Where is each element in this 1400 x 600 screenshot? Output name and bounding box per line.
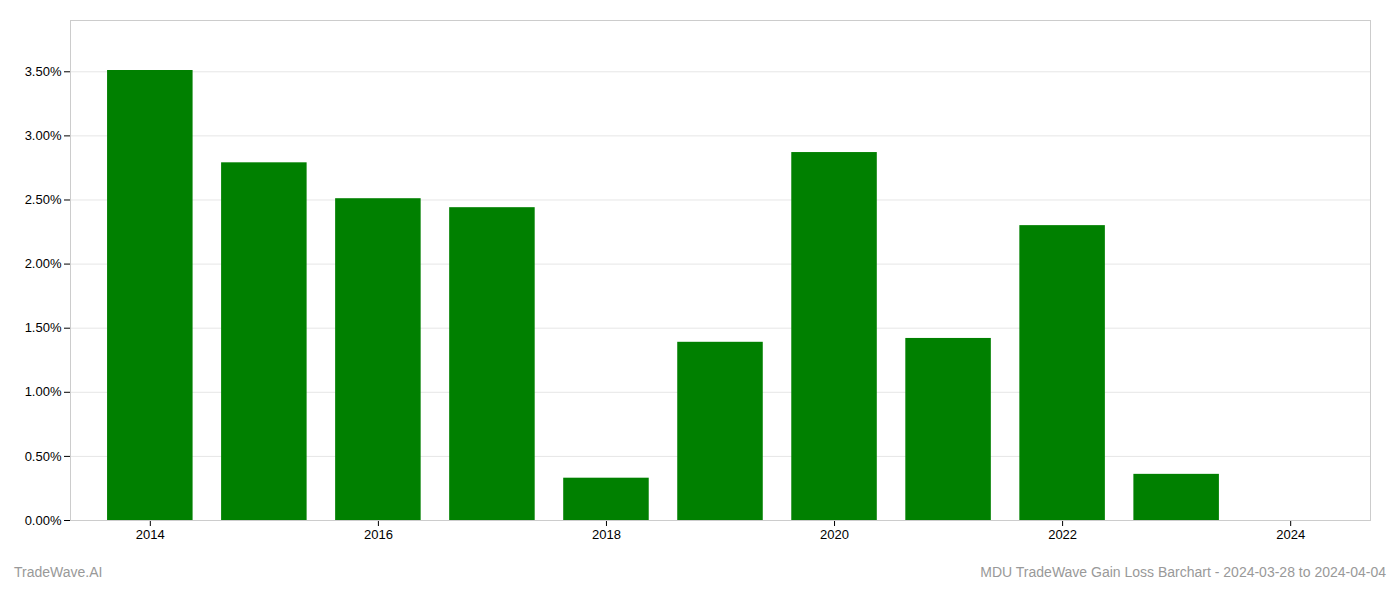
svg-text:1.50%: 1.50% <box>25 320 62 335</box>
svg-text:2024: 2024 <box>1276 527 1305 542</box>
svg-text:3.00%: 3.00% <box>25 128 62 143</box>
svg-text:2016: 2016 <box>364 527 393 542</box>
svg-text:2020: 2020 <box>820 527 849 542</box>
svg-text:2.00%: 2.00% <box>25 256 62 271</box>
html-text:MDU TradeWave Gain Loss Barcha: MDU TradeWave Gain Loss Barchart - 2024-… <box>980 564 1386 580</box>
svg-text:0.50%: 0.50% <box>25 449 62 464</box>
html-text:TradeWave.AI: TradeWave.AI <box>14 564 103 580</box>
svg-text:2018: 2018 <box>592 527 621 542</box>
svg-text:2022: 2022 <box>1048 527 1077 542</box>
svg-text:2.50%: 2.50% <box>25 192 62 207</box>
svg-text:2014: 2014 <box>136 527 165 542</box>
svg-text:3.50%: 3.50% <box>25 64 62 79</box>
svg-text:1.00%: 1.00% <box>25 384 62 399</box>
svg-text:0.00%: 0.00% <box>25 513 62 528</box>
